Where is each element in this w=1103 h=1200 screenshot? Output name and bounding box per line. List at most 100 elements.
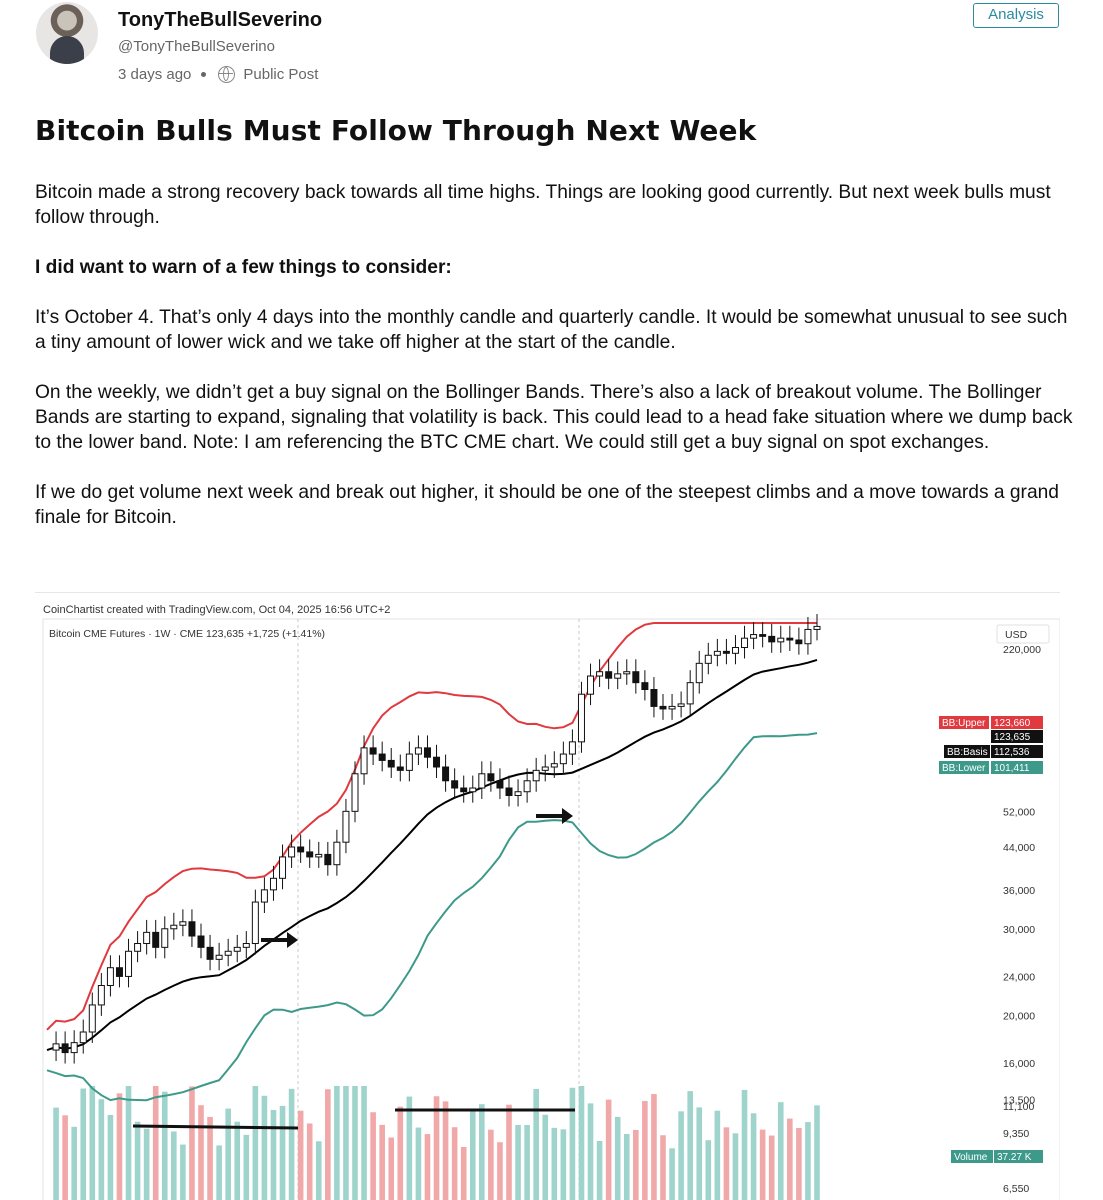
- candle-body: [731, 647, 739, 654]
- bb-basis-tag-bg: [944, 745, 990, 758]
- volume-bar: [506, 1104, 512, 1200]
- candle-body: [632, 671, 640, 684]
- candle-body: [324, 853, 332, 866]
- candle-body: [414, 747, 422, 755]
- volume-bar: [515, 1124, 521, 1200]
- volume-bar: [315, 1141, 322, 1200]
- candle-body: [52, 1043, 60, 1051]
- candle-body: [387, 759, 395, 768]
- candle-body: [777, 637, 785, 643]
- arrow-annotation: [536, 808, 573, 824]
- chart-credit: CoinChartist created with TradingView.co…: [43, 604, 391, 616]
- candle-body: [577, 693, 585, 743]
- candle-body: [677, 703, 685, 707]
- candle-body: [532, 769, 540, 782]
- volume-bar: [714, 1110, 721, 1200]
- candle-body: [378, 753, 386, 761]
- currency-box[interactable]: [996, 624, 1050, 644]
- volume-bar: [161, 1091, 168, 1200]
- candle-body: [423, 747, 431, 758]
- candle-body: [306, 851, 314, 858]
- candle-body: [686, 682, 694, 705]
- volume-bar: [297, 1110, 304, 1200]
- candle-body: [134, 943, 142, 952]
- last-price-tag-bg: [991, 730, 1043, 743]
- volume-bar: [71, 1126, 77, 1200]
- volume-bar: [325, 1089, 331, 1200]
- candle-body: [460, 787, 468, 793]
- paragraph-3: It’s October 4. That’s only 4 days into …: [35, 307, 1068, 353]
- candle-body: [233, 946, 241, 952]
- volume-bar: [614, 1116, 621, 1200]
- volume-bar: [343, 1086, 349, 1200]
- candle-body: [70, 1042, 78, 1054]
- volume-bar: [533, 1088, 539, 1200]
- candle-body: [396, 766, 404, 771]
- candle-body: [514, 791, 522, 797]
- volume-bar: [225, 1108, 231, 1200]
- author-handle[interactable]: @TonyTheBullSeverino: [118, 38, 275, 55]
- candle-body: [786, 637, 794, 641]
- paragraph-2: I did want to warn of a few things to co…: [35, 257, 452, 278]
- author-name[interactable]: TonyTheBullSeverino: [118, 9, 323, 31]
- candle-body: [360, 747, 368, 775]
- volume-bar: [460, 1146, 467, 1200]
- candle-body: [741, 637, 749, 649]
- post-time: 3 days ago: [118, 66, 192, 83]
- avatar[interactable]: [36, 2, 98, 64]
- bb-lower-value: 101,411: [994, 763, 1030, 774]
- volume-tag-bg: [951, 1150, 993, 1163]
- volume-bar: [388, 1137, 395, 1200]
- candle-body: [496, 780, 504, 789]
- volume-level-line: [132, 1124, 299, 1130]
- volume-bar: [433, 1096, 440, 1200]
- price-axis-label: 44,000: [1003, 842, 1035, 854]
- candle-body: [342, 810, 350, 843]
- volume-bar: [370, 1112, 376, 1200]
- price-chart[interactable]: Bitcoin CME Futures · 1W · CME 123,635 +…: [35, 593, 1060, 1200]
- volume-bar: [261, 1095, 268, 1200]
- chart-image[interactable]: CoinChartist created with TradingView.co…: [35, 592, 1060, 1200]
- candle-body: [451, 780, 459, 789]
- volume-bar: [651, 1094, 657, 1200]
- candle-body: [251, 901, 259, 945]
- price-axis: 220,000180,000150,00080,00064,00052,0004…: [1003, 644, 1041, 1195]
- volume-bar: [352, 1086, 358, 1200]
- candle-body: [614, 673, 622, 679]
- volume-bar: [768, 1135, 775, 1200]
- volume-bar: [180, 1144, 186, 1200]
- separator-dot: [201, 72, 207, 77]
- bb-lower-line: [46, 732, 818, 1102]
- bb-upper-value-bg: [991, 716, 1043, 729]
- annotations: [132, 808, 575, 1130]
- post-meta: 3 days ago Public Post: [118, 66, 318, 83]
- candle-body: [97, 985, 105, 1006]
- price-axis-label: 20,000: [1003, 1010, 1035, 1022]
- bb-basis-value: 112,536: [994, 747, 1030, 758]
- candle-body: [668, 705, 676, 710]
- volume-bar: [424, 1134, 431, 1200]
- globe-icon: [218, 66, 236, 83]
- analysis-badge[interactable]: Analysis: [973, 3, 1059, 28]
- candle-body: [279, 856, 287, 879]
- candle-body: [224, 950, 232, 956]
- volume-bar: [633, 1129, 639, 1200]
- candle-body: [650, 689, 658, 707]
- volume-bar: [234, 1121, 241, 1200]
- bb-lower-tag-bg: [939, 761, 989, 774]
- symbol-line: Bitcoin CME Futures · 1W · CME 123,635 +…: [49, 628, 325, 640]
- candle-body: [269, 877, 277, 891]
- candle-body: [242, 943, 250, 948]
- volume-bar: [732, 1133, 739, 1200]
- candle-body: [106, 967, 114, 987]
- bb-upper-line: [46, 622, 817, 1031]
- volume-bar: [80, 1088, 87, 1200]
- paragraph-4: On the weekly, we didn’t get a buy signa…: [35, 382, 1073, 453]
- volume-bar: [642, 1100, 648, 1200]
- bb-upper-value: 123,660: [994, 718, 1031, 729]
- candle-body: [541, 766, 549, 771]
- volume-bar: [814, 1105, 820, 1200]
- volume-bar: [796, 1127, 802, 1200]
- volume-bar: [669, 1148, 675, 1200]
- volume-bar: [741, 1089, 748, 1200]
